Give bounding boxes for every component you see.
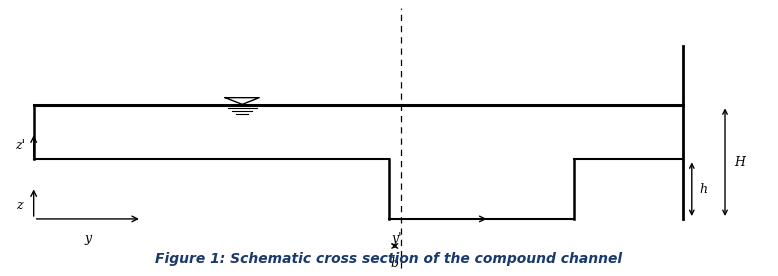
Text: y': y' (391, 232, 401, 245)
Text: z: z (16, 199, 23, 212)
Text: b: b (391, 257, 399, 270)
Text: h: h (699, 183, 707, 196)
Text: H: H (734, 156, 745, 169)
Text: Figure 1: Schematic cross section of the compound channel: Figure 1: Schematic cross section of the… (156, 252, 622, 266)
Text: z': z' (15, 139, 25, 152)
Text: y: y (84, 232, 91, 245)
